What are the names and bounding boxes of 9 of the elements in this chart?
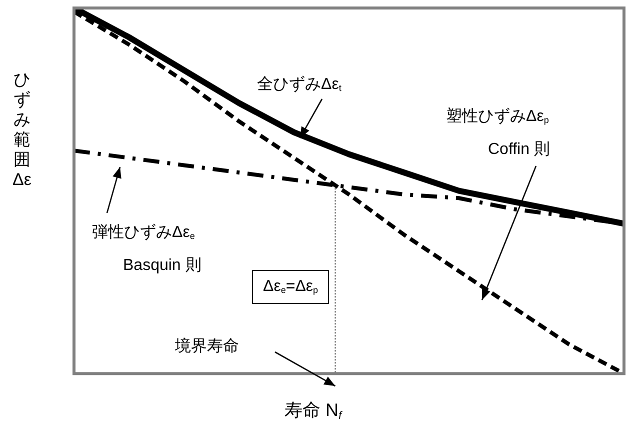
annotation: Basquin 則: [123, 257, 202, 274]
annotation: 弾性ひずみΔε$_{e}$: [92, 224, 195, 241]
annotation: Δε$_{e}$=Δε$_{p}$: [252, 270, 330, 304]
annotation: Coffin 則: [488, 141, 550, 158]
x-axis-title: 寿命 N$_{f}$: [283, 399, 344, 422]
annotation: 境界寿命: [175, 338, 239, 355]
annotation: 塑性ひずみΔε$_{p}$: [446, 108, 549, 125]
annotation: 全ひずみΔε$_{t}$: [257, 76, 342, 93]
y-axis-title: ひずみ範囲Δε: [12, 70, 32, 190]
